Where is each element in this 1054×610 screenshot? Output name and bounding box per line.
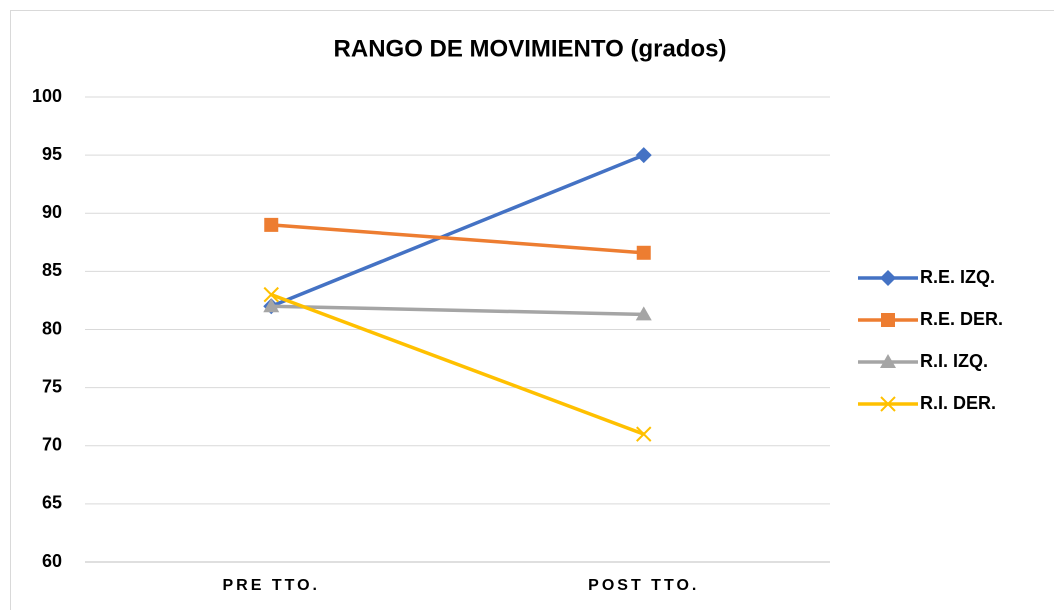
x-tick-label: PRE TTO. [223,577,321,594]
marker [881,313,895,327]
marker [880,396,896,412]
legend-label: R.E. IZQ. [920,267,995,287]
y-tick-label: 95 [42,144,62,164]
marker [635,147,652,164]
y-tick-label: 60 [42,551,62,571]
y-tick-label: 75 [42,376,62,396]
series-line [271,223,644,255]
legend-label: R.I. IZQ. [920,351,988,371]
marker [263,286,279,303]
marker [880,354,896,368]
x-tick-label: POST TTO. [588,577,699,594]
series-line [270,153,645,308]
marker [636,426,652,442]
y-tick-label: 70 [42,435,62,455]
y-tick-label: 100 [32,86,62,106]
series-line [270,292,645,436]
legend-label: R.I. DER. [920,393,996,413]
y-tick-label: 80 [42,318,62,338]
y-tick-label: 65 [42,493,62,513]
legend-label: R.E. DER. [920,309,1003,329]
y-tick-label: 85 [42,260,62,280]
marker [264,217,279,232]
chart-title: RANGO DE MOVIMIENTO (grados) [334,35,727,62]
y-tick-label: 90 [42,202,62,222]
marker [880,270,896,286]
marker [263,298,280,313]
series-line [271,304,644,317]
marker [636,245,651,260]
marker [635,306,652,321]
